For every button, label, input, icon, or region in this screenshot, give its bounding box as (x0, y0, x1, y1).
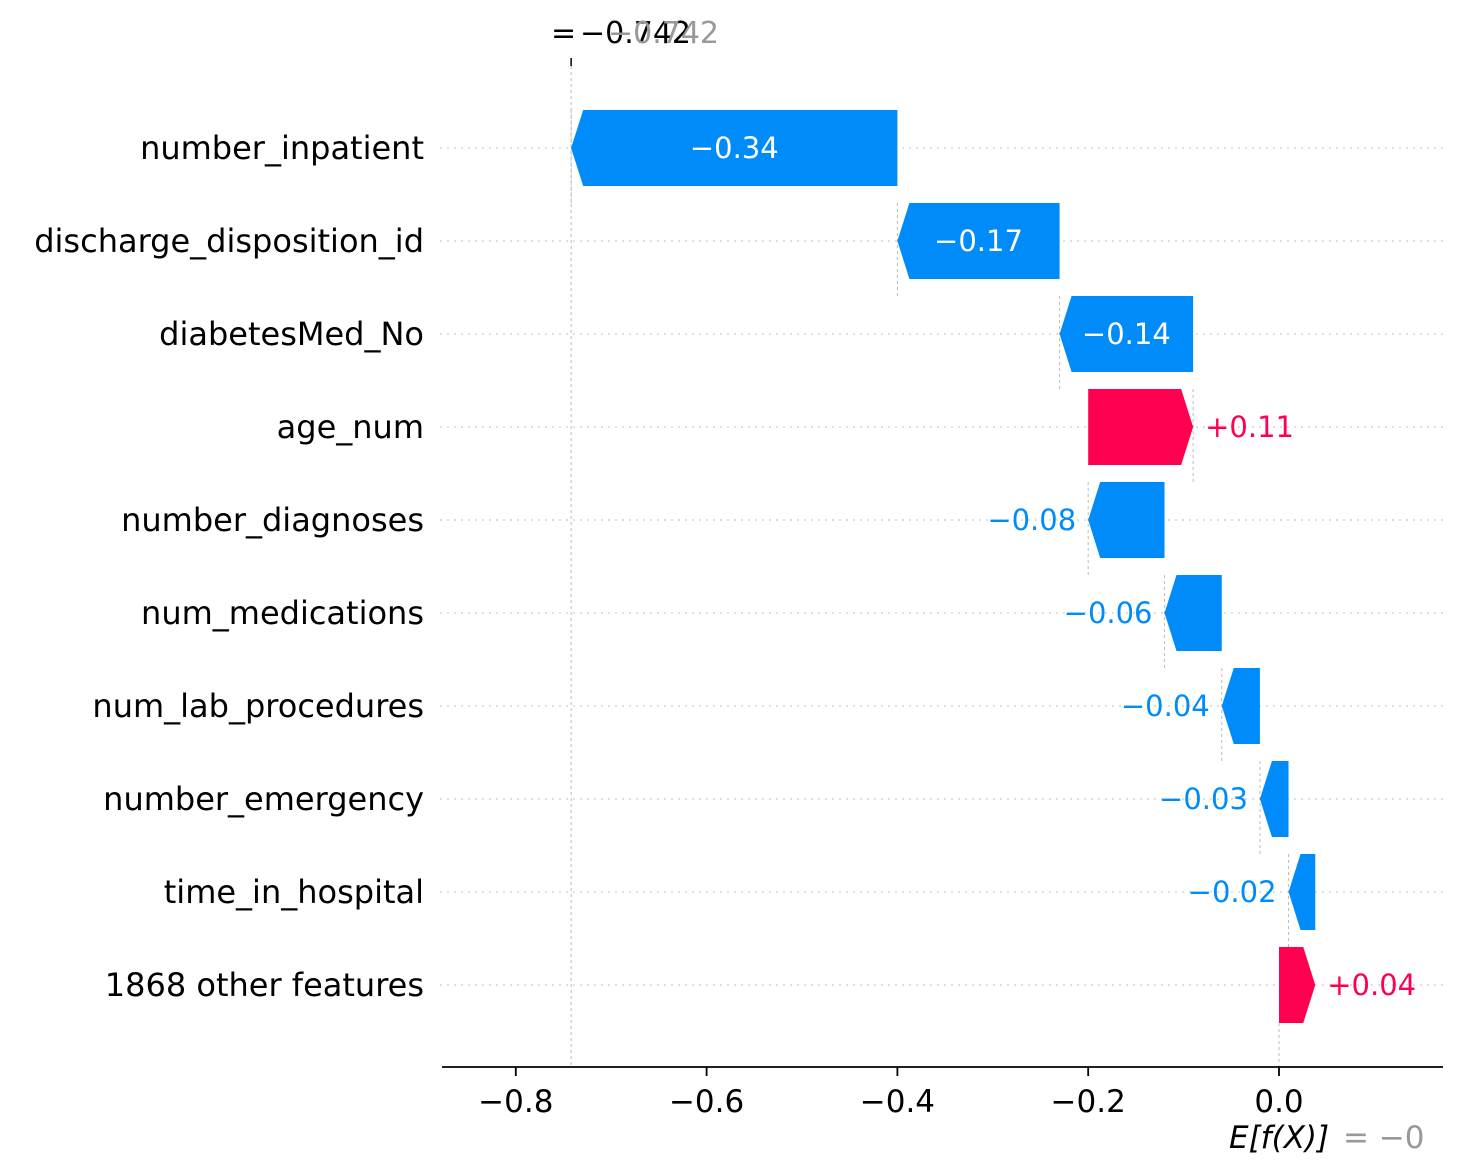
value-label: −0.14 (1082, 317, 1171, 351)
annotations: = −0.742 −0.742 E[f(X)] = −0 (551, 16, 1425, 1156)
value-label: −0.06 (1064, 596, 1153, 630)
final-value-equals: = (551, 16, 576, 51)
bar (897, 203, 1060, 279)
bars (571, 110, 1316, 1023)
bar (1164, 575, 1222, 651)
feature-labels: number_inpatient discharge_disposition_id… (34, 129, 424, 1004)
value-label: +0.11 (1205, 410, 1294, 444)
feature-label: diabetesMed_No (159, 315, 424, 353)
x-tick-label: −0.2 (1051, 1084, 1126, 1120)
bar (1288, 854, 1316, 930)
value-label: −0.03 (1159, 782, 1248, 816)
value-label: +0.04 (1327, 968, 1416, 1002)
feature-label: time_in_hospital (164, 873, 424, 911)
final-value-label: −0.742 (580, 16, 691, 51)
value-label: −0.34 (690, 131, 779, 165)
value-label: −0.08 (987, 503, 1076, 537)
feature-label: discharge_disposition_id (34, 222, 424, 260)
bar (1279, 947, 1316, 1023)
feature-label: number_diagnoses (121, 501, 424, 539)
feature-label: age_num (277, 408, 424, 446)
base-value-text: = −0 (1343, 1120, 1425, 1156)
value-label: −0.17 (934, 224, 1023, 258)
bar (1088, 389, 1194, 465)
bar (1088, 482, 1165, 558)
x-tick-label: 0.0 (1254, 1084, 1303, 1120)
connector-lines (570, 58, 1290, 1067)
feature-label: number_inpatient (140, 129, 424, 167)
value-labels: −0.34 −0.17 −0.14 +0.11 −0.08 −0.06 −0.04 −0.03… (690, 131, 1416, 1002)
bar (1221, 668, 1260, 744)
value-label: −0.02 (1188, 875, 1277, 909)
final-value-overlap-label: −0.742 (608, 16, 719, 51)
bar (571, 110, 898, 186)
bar (1259, 761, 1289, 837)
feature-label: num_lab_procedures (92, 687, 424, 725)
value-label: −0.04 (1121, 689, 1210, 723)
bar (1059, 296, 1194, 372)
x-tick-label: −0.4 (860, 1084, 935, 1120)
x-axis: −0.8 −0.6 −0.4 −0.2 0.0 (442, 1066, 1443, 1120)
feature-label: number_emergency (103, 780, 424, 818)
feature-label: 1868 other features (105, 966, 424, 1004)
x-tick-label: −0.6 (669, 1084, 744, 1120)
base-value-label: E[f(X)] (1229, 1120, 1329, 1156)
x-tick-label: −0.8 (478, 1084, 553, 1120)
feature-label: num_medications (141, 594, 424, 632)
